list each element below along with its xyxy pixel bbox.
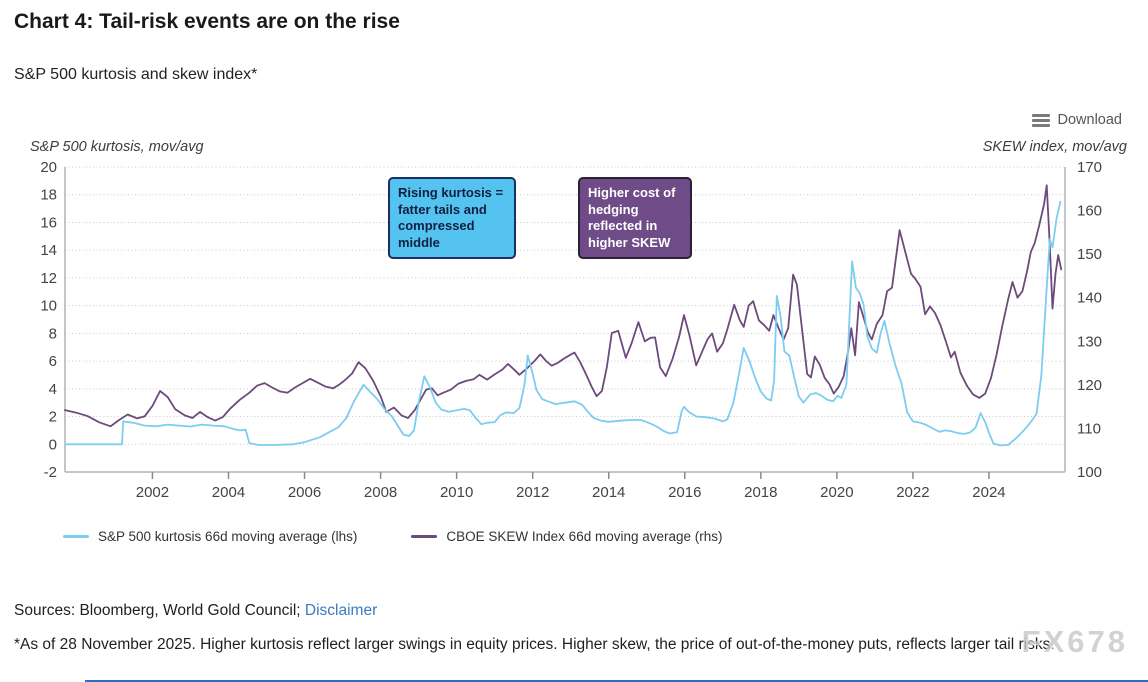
y-right-tick-label: 170 xyxy=(1077,159,1102,176)
legend-label-skew: CBOE SKEW Index 66d moving average (rhs) xyxy=(446,529,723,544)
legend-label-kurtosis: S&P 500 kurtosis 66d moving average (lhs… xyxy=(98,529,358,544)
kurtosis-line-swatch xyxy=(63,535,89,538)
legend-item-kurtosis[interactable]: S&P 500 kurtosis 66d moving average (lhs… xyxy=(63,529,357,544)
y-left-tick-label: 4 xyxy=(49,381,57,398)
y-left-tick-label: 6 xyxy=(49,353,57,370)
sources-line: Sources: Bloomberg, World Gold Council; … xyxy=(14,602,377,620)
x-tick-label: 2010 xyxy=(440,484,473,501)
y-left-tick-label: 18 xyxy=(40,187,57,204)
bottom-accent-rule xyxy=(85,680,1148,682)
y-left-tick-label: 2 xyxy=(49,409,57,426)
x-tick-label: 2018 xyxy=(744,484,777,501)
page-title: Chart 4: Tail-risk events are on the ris… xyxy=(14,10,400,33)
hamburger-menu-icon xyxy=(1031,113,1050,127)
y-right-tick-label: 120 xyxy=(1077,377,1102,394)
x-tick-label: 2020 xyxy=(820,484,853,501)
annotation-higher-skew: Higher cost of hedging reflected in high… xyxy=(578,177,692,259)
x-tick-label: 2016 xyxy=(668,484,701,501)
series-line-kurtosis xyxy=(64,200,1062,447)
x-tick-label: 2004 xyxy=(212,484,245,501)
right-axis-title: SKEW index, mov/avg xyxy=(982,139,1127,155)
y-left-tick-label: 12 xyxy=(40,270,57,287)
series-line-skew xyxy=(64,184,1063,428)
y-right-tick-label: 140 xyxy=(1077,290,1102,307)
y-right-tick-label: 150 xyxy=(1077,246,1102,263)
x-tick-label: 2002 xyxy=(136,484,169,501)
x-tick-label: 2008 xyxy=(364,484,397,501)
sources-text: Sources: Bloomberg, World Gold Council; xyxy=(14,602,301,619)
y-right-tick-label: 160 xyxy=(1077,203,1102,220)
download-label: Download xyxy=(1057,112,1123,128)
chart-subtitle: S&P 500 kurtosis and skew index* xyxy=(14,66,258,83)
y-right-tick-label: 110 xyxy=(1077,420,1101,437)
legend-item-skew[interactable]: CBOE SKEW Index 66d moving average (rhs) xyxy=(411,529,723,544)
chart-legend: S&P 500 kurtosis 66d moving average (lhs… xyxy=(63,529,723,544)
y-left-tick-label: 0 xyxy=(49,436,57,453)
y-left-tick-label: -2 xyxy=(44,464,57,481)
x-tick-label: 2024 xyxy=(972,484,1005,501)
y-left-tick-label: 16 xyxy=(40,214,57,231)
watermark: FX678 xyxy=(1021,624,1128,659)
x-tick-label: 2006 xyxy=(288,484,321,501)
y-left-tick-label: 20 xyxy=(40,159,57,176)
footnote-text: *As of 28 November 2025. Higher kurtosis… xyxy=(14,636,1055,653)
y-right-tick-label: 100 xyxy=(1077,464,1102,481)
y-left-tick-label: 10 xyxy=(40,298,57,315)
download-button[interactable]: Download xyxy=(1031,112,1123,128)
left-axis-title: S&P 500 kurtosis, mov/avg xyxy=(30,139,204,155)
skew-line-swatch xyxy=(411,535,438,538)
x-tick-label: 2014 xyxy=(592,484,625,501)
y-left-tick-label: 14 xyxy=(40,242,57,259)
x-tick-label: 2022 xyxy=(896,484,929,501)
disclaimer-link[interactable]: Disclaimer xyxy=(304,602,378,619)
y-left-tick-label: 8 xyxy=(49,325,57,342)
annotation-rising-kurtosis: Rising kurtosis = fatter tails and compr… xyxy=(388,177,516,259)
x-tick-label: 2012 xyxy=(516,484,549,501)
y-right-tick-label: 130 xyxy=(1077,333,1102,350)
